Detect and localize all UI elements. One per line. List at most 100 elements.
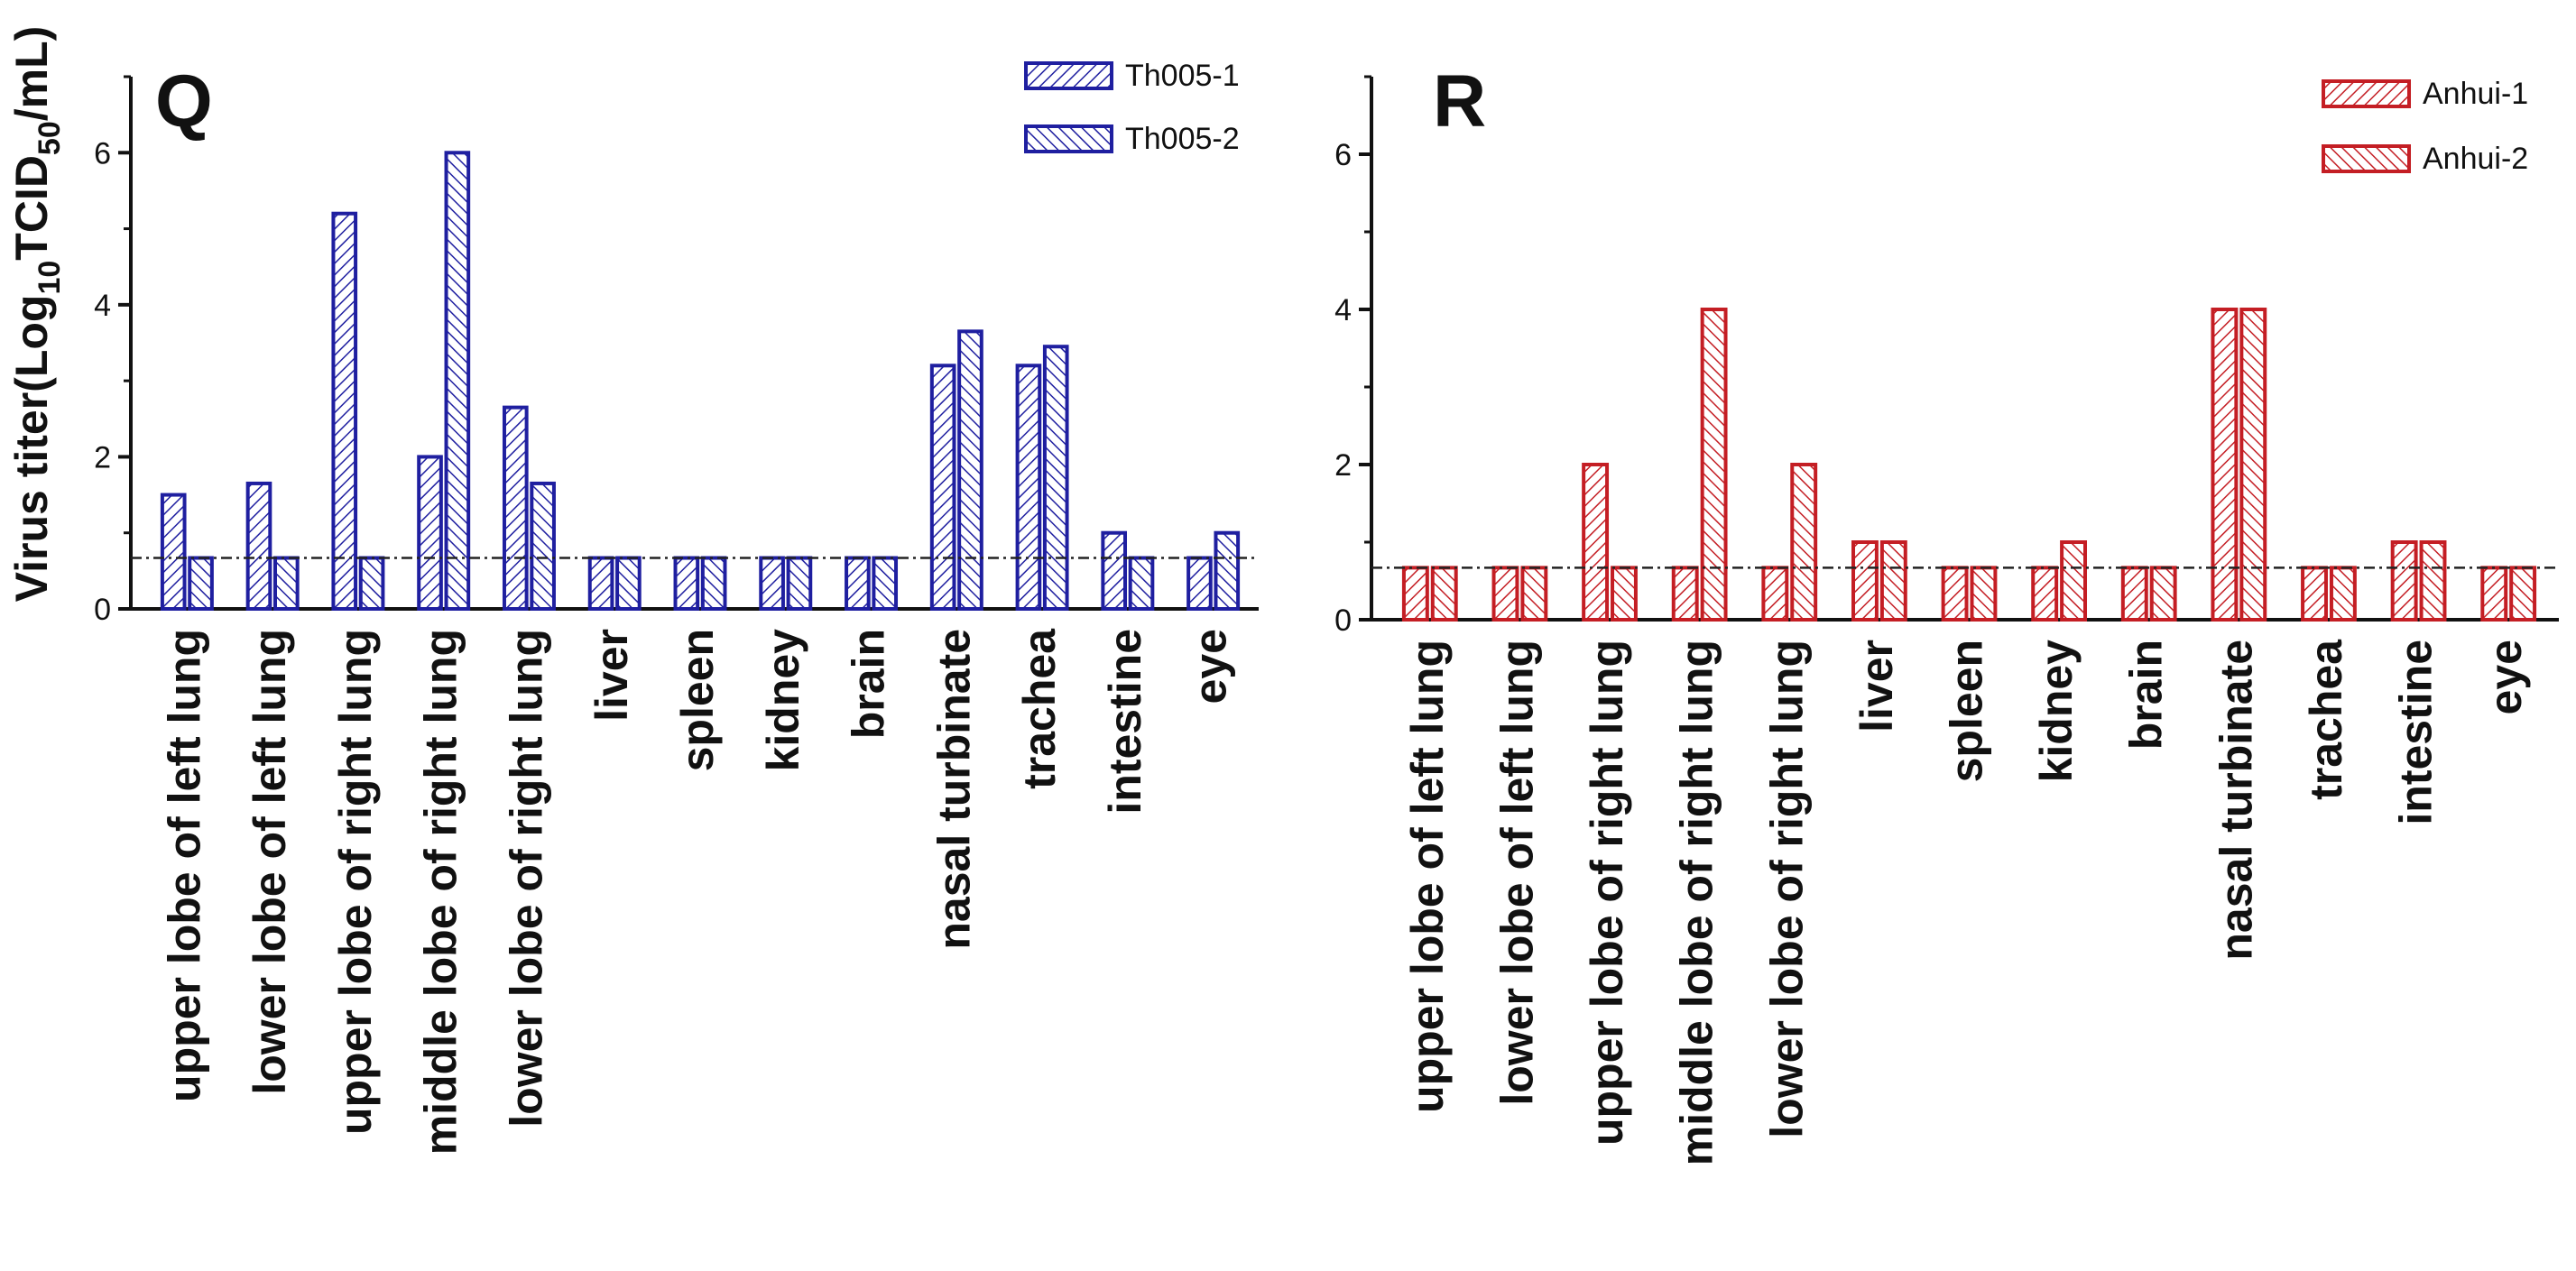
legend-label: Anhui-2 xyxy=(2423,142,2528,176)
bar xyxy=(1186,556,1213,611)
x-tick-label: spleen xyxy=(1942,640,1992,782)
bar xyxy=(2060,540,2088,622)
x-tick-label: trachea xyxy=(2301,639,2351,800)
legend-swatch xyxy=(1024,124,1113,153)
bar xyxy=(1128,556,1155,611)
bar xyxy=(1790,463,1818,622)
x-tick-label: spleen xyxy=(672,629,723,771)
bar xyxy=(615,556,642,611)
legend-label: Anhui-1 xyxy=(2423,77,2528,111)
bar xyxy=(2120,566,2148,622)
bar xyxy=(2480,566,2508,622)
x-tick-label: nasal turbinate xyxy=(2211,640,2261,961)
legend-swatch xyxy=(1024,61,1113,90)
bar xyxy=(530,481,556,612)
x-tick-label: kidney xyxy=(758,629,808,772)
y-tick-label: 0 xyxy=(94,593,111,627)
bar xyxy=(1671,566,1699,622)
x-tick-label: lower lobe of right lung xyxy=(1761,640,1812,1138)
bar xyxy=(1491,566,1519,622)
legend-swatch xyxy=(2322,79,2411,108)
y-tick-label: 2 xyxy=(94,440,111,474)
bar xyxy=(1700,308,1728,622)
x-tick-label: lower lobe of right lung xyxy=(501,629,551,1128)
x-tick-label: middle lobe of right lung xyxy=(416,629,466,1155)
bar xyxy=(1214,530,1241,612)
x-tick-label: brain xyxy=(844,629,894,739)
x-tick-label: liver xyxy=(1851,640,1902,732)
chart-panel-q: Q 0 2 4 6 upper lobe of left lung lower lobe o… xyxy=(94,59,1259,1155)
bar xyxy=(587,556,614,611)
bar xyxy=(2329,566,2357,622)
bar xyxy=(272,556,300,611)
bar xyxy=(759,556,785,611)
bar xyxy=(245,481,272,612)
bar xyxy=(1401,566,1429,622)
x-tick-label: nasal turbinate xyxy=(928,629,979,950)
y-tick-label: 4 xyxy=(1334,293,1352,327)
bar xyxy=(1430,566,1458,622)
bar xyxy=(2390,540,2418,622)
x-tick-label: kidney xyxy=(2031,640,2082,783)
bar xyxy=(1879,540,1907,622)
bar xyxy=(872,556,899,611)
chart-panel-r: R 0 2 4 6 upper lobe of left lung lower lobe o… xyxy=(1334,60,2559,1165)
bar xyxy=(845,556,871,611)
legend-swatch xyxy=(2322,144,2411,173)
legend-label: Th005-1 xyxy=(1125,59,1240,93)
bar xyxy=(929,364,956,611)
bar xyxy=(2211,308,2239,622)
x-tick-label: middle lobe of right lung xyxy=(1672,640,1722,1165)
panel-label: R xyxy=(1433,60,1486,143)
x-tick-label: intestine xyxy=(2391,640,2442,825)
bar xyxy=(188,556,214,611)
bar xyxy=(502,405,529,611)
y-tick-label: 2 xyxy=(1334,448,1352,483)
bar xyxy=(358,556,385,611)
bar xyxy=(2509,566,2537,622)
x-tick-label: eye xyxy=(1186,629,1236,704)
bar xyxy=(1941,566,1969,622)
bar xyxy=(1042,345,1069,611)
x-tick-label: lower lobe of left lung xyxy=(1491,640,1542,1106)
bar xyxy=(673,556,700,611)
bar xyxy=(1582,463,1610,622)
bar xyxy=(957,329,983,611)
x-tick-label: lower lobe of left lung xyxy=(245,629,295,1095)
x-tick-label: upper lobe of left lung xyxy=(159,629,209,1102)
bar xyxy=(1851,540,1879,622)
bar xyxy=(417,455,443,611)
legend-label: Th005-2 xyxy=(1125,122,1240,156)
bar xyxy=(444,151,471,612)
bar xyxy=(1101,530,1128,612)
bar xyxy=(2031,566,2059,622)
x-tick-label: trachea xyxy=(1014,628,1065,789)
bar xyxy=(700,556,727,611)
bar xyxy=(1015,364,1042,611)
panel-label: Q xyxy=(155,60,213,143)
bar xyxy=(1611,566,1638,622)
y-tick-label: 6 xyxy=(94,136,111,170)
x-tick-label: upper lobe of left lung xyxy=(1402,640,1453,1113)
x-tick-label: upper lobe of right lung xyxy=(1582,640,1632,1146)
y-axis-label: Virus titer(Log10TCID50/mL) xyxy=(6,26,67,603)
bar xyxy=(2239,308,2267,622)
y-tick-label: 0 xyxy=(1334,603,1352,638)
y-tick-label: 6 xyxy=(1334,138,1352,172)
x-tick-label: brain xyxy=(2121,640,2172,750)
bar xyxy=(786,556,813,611)
bar xyxy=(1761,566,1789,622)
x-tick-label: eye xyxy=(2480,640,2531,714)
bar xyxy=(1970,566,1998,622)
x-tick-label: upper lobe of right lung xyxy=(330,629,381,1135)
bar xyxy=(1520,566,1548,622)
y-tick-label: 4 xyxy=(94,289,111,323)
bar xyxy=(2419,540,2447,622)
bar xyxy=(331,211,358,611)
x-tick-label: liver xyxy=(586,629,637,722)
x-tick-label: intestine xyxy=(1100,629,1150,815)
bar xyxy=(160,493,187,611)
bar xyxy=(2149,566,2177,622)
bar xyxy=(2301,566,2328,622)
